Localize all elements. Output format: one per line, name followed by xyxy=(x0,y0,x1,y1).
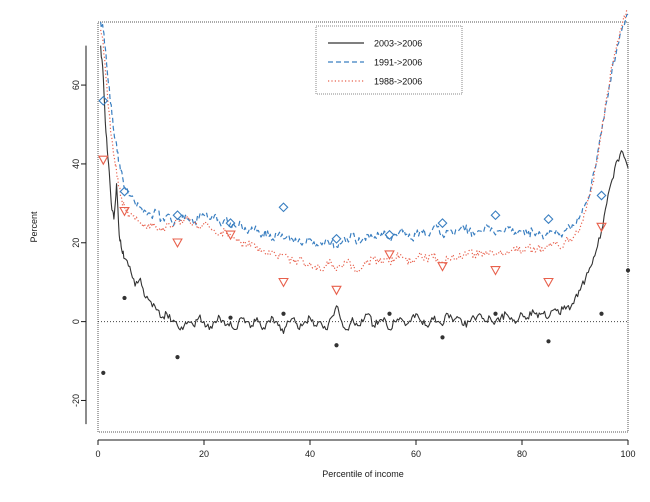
data-markers-group xyxy=(97,95,631,375)
marker-1991-2006 xyxy=(596,190,607,201)
marker-2003-2006 xyxy=(546,339,551,344)
marker-1991-2006 xyxy=(98,95,109,106)
marker-1988-2006 xyxy=(490,266,501,276)
marker-1988-2006 xyxy=(278,277,289,288)
marker-2003-2006 xyxy=(625,268,631,273)
marker-1988-2006 xyxy=(331,285,342,296)
marker-2003-2006 xyxy=(599,311,604,316)
marker-1991-2006 xyxy=(225,218,236,229)
series-line-1988-2006 xyxy=(100,9,629,274)
legend-box xyxy=(315,25,463,95)
marker-1991-2006 xyxy=(172,210,183,221)
y-tick-label: -20 xyxy=(71,394,81,407)
marker-1988-2006 xyxy=(97,155,109,166)
marker-1988-2006 xyxy=(225,230,236,241)
marker-1991-2006 xyxy=(437,218,448,229)
x-tick-label: 80 xyxy=(517,449,527,459)
marker-2003-2006 xyxy=(334,343,339,348)
y-tick-label: 40 xyxy=(71,159,81,169)
plot-frame xyxy=(85,21,629,441)
marker-2003-2006 xyxy=(440,335,445,340)
marker-1991-2006 xyxy=(331,233,342,244)
series-line-1991-2006 xyxy=(100,13,629,249)
x-tick-label: 20 xyxy=(199,449,209,459)
y-tick-label: 20 xyxy=(71,238,81,248)
marker-1991-2006 xyxy=(543,214,554,225)
legend-label-1: 1991->2006 xyxy=(374,58,422,68)
marker-1988-2006 xyxy=(384,250,395,260)
marker-1991-2006 xyxy=(384,229,395,240)
x-axis-label: Percentile of income xyxy=(322,469,404,479)
y-tick-label: 60 xyxy=(71,80,81,90)
x-tick-label: 60 xyxy=(411,449,421,459)
x-axis-ticks: 0 20 40 60 80 100 xyxy=(95,440,636,459)
marker-2003-2006 xyxy=(175,354,180,360)
y-axis-ticks: -20 0 20 40 60 xyxy=(71,80,86,407)
legend-label-0: 2003->2006 xyxy=(374,39,422,49)
marker-2003-2006 xyxy=(122,295,127,301)
axis-labels-group: Percentile of income Percent xyxy=(29,211,404,479)
marker-1988-2006 xyxy=(119,206,130,217)
y-axis-label: Percent xyxy=(29,211,39,243)
marker-1988-2006 xyxy=(543,277,554,288)
marker-2003-2006 xyxy=(101,370,106,375)
plot-border xyxy=(97,21,629,433)
x-tick-label: 100 xyxy=(620,449,635,459)
chart-legend: 2003->2006 1991->2006 1988->2006 xyxy=(315,25,463,95)
x-tick-label: 40 xyxy=(305,449,315,459)
legend-label-2: 1988->2006 xyxy=(374,77,422,87)
marker-2003-2006 xyxy=(281,311,286,316)
x-tick-label: 0 xyxy=(95,449,100,459)
marker-1991-2006 xyxy=(490,210,501,221)
series-line-2003-2006 xyxy=(100,45,629,334)
marker-2003-2006 xyxy=(387,311,392,316)
marker-1991-2006 xyxy=(278,202,289,213)
marker-1988-2006 xyxy=(437,262,448,272)
marker-2003-2006 xyxy=(228,315,233,320)
marker-1991-2006 xyxy=(119,186,130,197)
data-series-group xyxy=(100,9,629,334)
y-tick-label: 0 xyxy=(71,319,81,324)
marker-1988-2006 xyxy=(172,238,183,249)
marker-2003-2006 xyxy=(493,311,498,316)
marker-1988-2006 xyxy=(596,222,607,233)
